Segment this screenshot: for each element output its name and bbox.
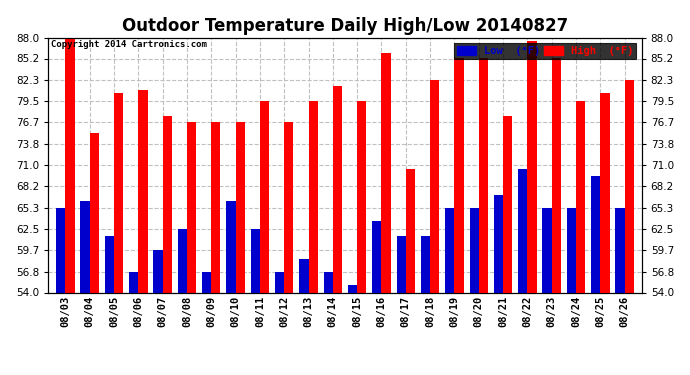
Bar xyxy=(469,208,479,292)
Bar xyxy=(202,272,211,292)
Bar xyxy=(445,208,455,292)
Bar xyxy=(494,195,503,292)
Bar xyxy=(357,101,366,292)
Bar xyxy=(275,272,284,292)
Bar xyxy=(114,93,124,292)
Bar xyxy=(503,116,512,292)
Bar xyxy=(455,58,464,292)
Bar xyxy=(600,93,609,292)
Bar xyxy=(372,221,382,292)
Bar xyxy=(105,236,114,292)
Bar xyxy=(527,41,537,292)
Bar xyxy=(163,116,172,292)
Bar xyxy=(430,80,440,292)
Bar xyxy=(178,229,187,292)
Bar xyxy=(250,229,260,292)
Bar xyxy=(566,208,576,292)
Bar xyxy=(518,169,527,292)
Bar xyxy=(576,101,585,292)
Bar xyxy=(260,101,269,292)
Bar xyxy=(591,176,600,292)
Bar xyxy=(299,259,308,292)
Bar xyxy=(615,208,624,292)
Bar xyxy=(421,236,430,292)
Bar xyxy=(56,208,66,292)
Legend: Low  (°F), High  (°F): Low (°F), High (°F) xyxy=(454,43,636,59)
Text: Copyright 2014 Cartronics.com: Copyright 2014 Cartronics.com xyxy=(51,40,207,49)
Bar xyxy=(348,285,357,292)
Bar xyxy=(479,58,488,292)
Bar xyxy=(542,208,552,292)
Bar xyxy=(397,236,406,292)
Bar xyxy=(81,201,90,292)
Bar xyxy=(66,38,75,292)
Bar xyxy=(324,272,333,292)
Bar xyxy=(187,122,196,292)
Bar xyxy=(406,169,415,292)
Bar xyxy=(129,272,138,292)
Bar xyxy=(211,122,221,292)
Bar xyxy=(552,58,561,292)
Bar xyxy=(333,86,342,292)
Bar xyxy=(624,80,634,292)
Bar xyxy=(308,101,318,292)
Bar xyxy=(153,250,163,292)
Title: Outdoor Temperature Daily High/Low 20140827: Outdoor Temperature Daily High/Low 20140… xyxy=(122,16,568,34)
Bar xyxy=(284,122,293,292)
Bar xyxy=(226,201,235,292)
Bar xyxy=(382,53,391,292)
Bar xyxy=(235,122,245,292)
Bar xyxy=(138,90,148,292)
Bar xyxy=(90,134,99,292)
